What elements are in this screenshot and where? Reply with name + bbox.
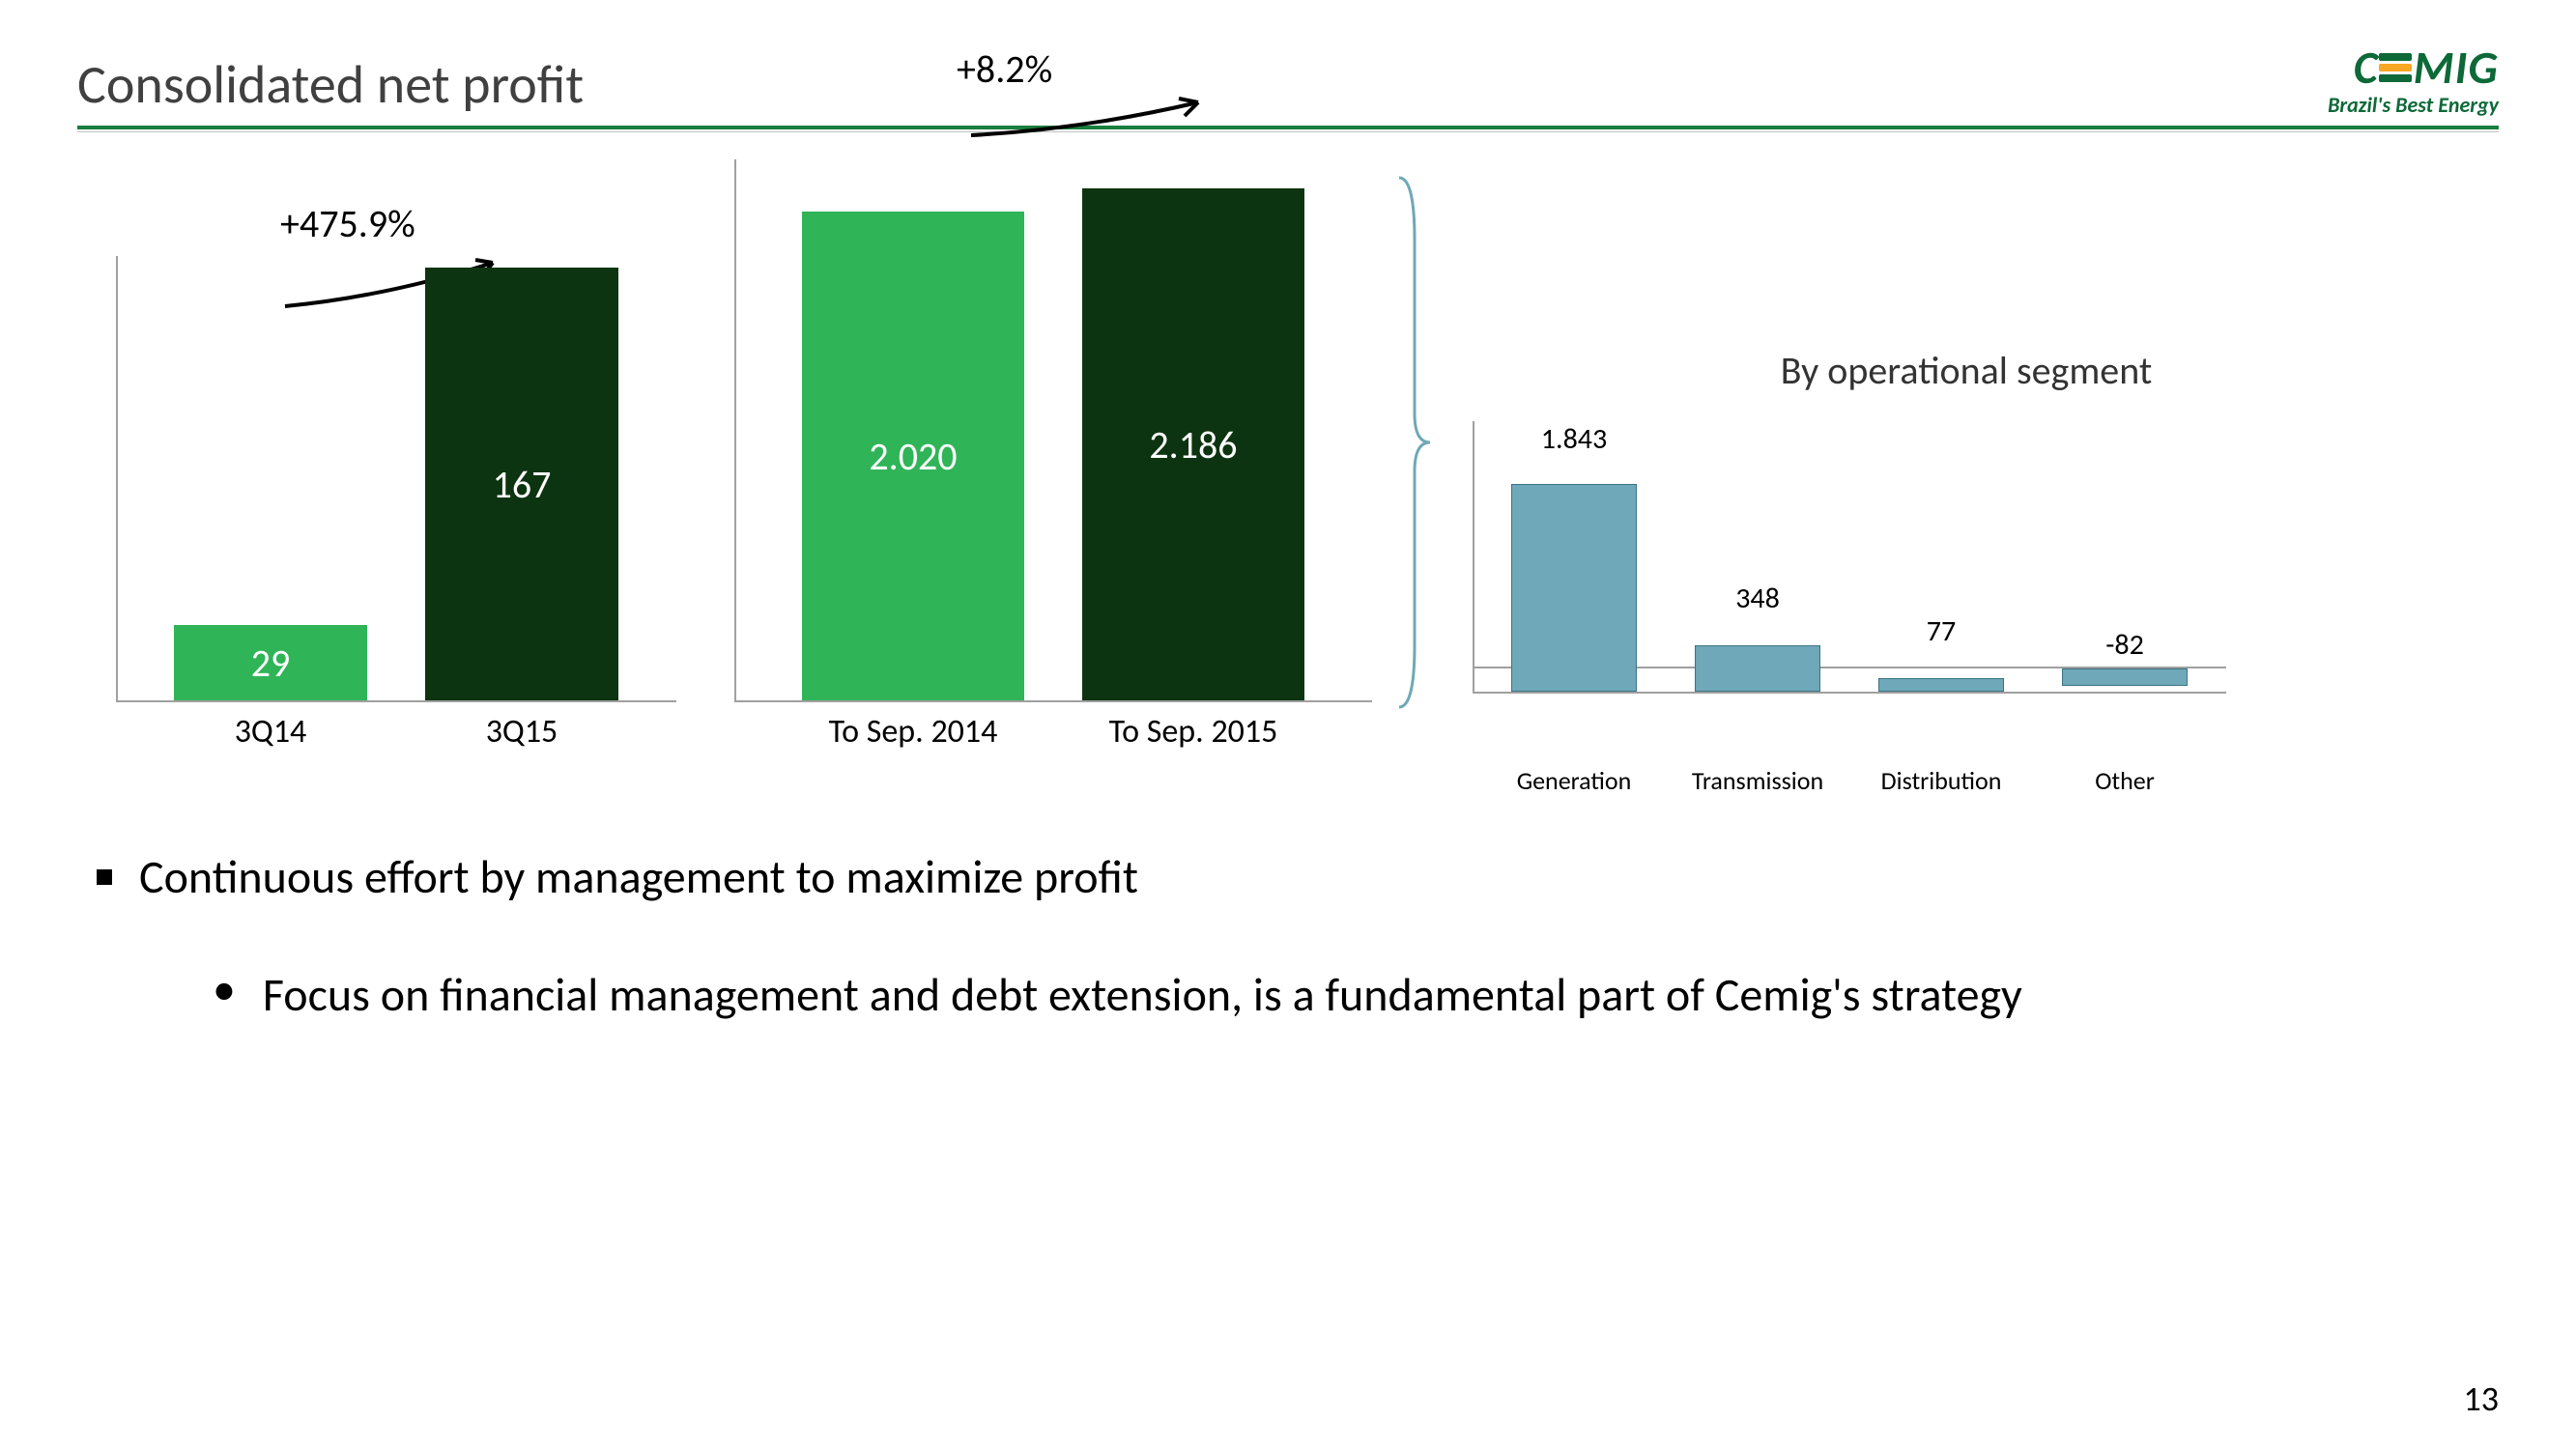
chart1-bar-0: 29	[174, 625, 367, 700]
chart-quarterly: +475.9% 29 167 3Q14 3Q15	[116, 258, 676, 752]
chart1-growth-label: +475.9%	[280, 200, 415, 247]
header-rule	[77, 126, 2499, 129]
brace-icon	[1391, 172, 1434, 713]
chart3-barshape-3	[2062, 668, 2188, 686]
logo-mig: MIG	[2414, 39, 2499, 96]
chart3-bar-2: 77Distribution	[1854, 421, 2028, 692]
chart-segment: By operational segment 1.843Generation34…	[1473, 347, 2460, 694]
chart3-value-1: 348	[1735, 581, 1780, 616]
growth-arrow-icon	[957, 89, 1227, 147]
chart3-label-3: Other	[2038, 765, 2212, 796]
logo-tagline: Brazil's Best Energy	[2328, 92, 2499, 118]
dot-bullet-icon: •	[213, 953, 236, 1025]
chart2-bar-1-value: 2.186	[1082, 188, 1304, 700]
chart3-bar-1: 348Transmission	[1671, 421, 1845, 692]
square-bullet-icon	[97, 869, 112, 885]
chart-ytd: +8.2% 2.020 2.186 To Sep. 2014 To Sep. 2…	[734, 161, 1372, 752]
chart3-label-2: Distribution	[1854, 765, 2028, 796]
logo-e-icon	[2379, 53, 2412, 82]
chart2-xlabel-1: To Sep. 2015	[1068, 712, 1319, 752]
page-number: 13	[2464, 1378, 2500, 1420]
chart3-value-2: 77	[1927, 613, 1956, 649]
chart1-xlabel-0: 3Q14	[174, 712, 367, 752]
chart2-bar-1: 2.186	[1082, 188, 1304, 700]
chart3-value-3: -82	[2105, 627, 2144, 663]
chart1-bar-1-value: 167	[425, 268, 618, 700]
chart3-bar-0: 1.843Generation	[1487, 421, 1661, 692]
chart3-barshape-2	[1878, 678, 2004, 692]
chart2-bar-0-value: 2.020	[802, 212, 1024, 700]
logo: C MIG Brazil's Best Energy	[2328, 39, 2499, 118]
chart3-title: By operational segment	[1473, 347, 2460, 394]
chart1-bar-0-value: 29	[174, 625, 367, 700]
bullet-main-text: Continuous effort by management to maxim…	[139, 848, 1138, 905]
chart2-bar-0: 2.020	[802, 212, 1024, 700]
bullet-sub-text: Focus on financial management and debt e…	[263, 953, 2022, 1037]
bullets: Continuous effort by management to maxim…	[77, 848, 2499, 1037]
chart3-value-0: 1.843	[1541, 421, 1607, 457]
logo-c: C	[2354, 39, 2379, 96]
chart3-label-1: Transmission	[1671, 765, 1845, 796]
chart2-xlabel-0: To Sep. 2014	[787, 712, 1039, 752]
header-rule-thin	[77, 131, 2499, 132]
chart1-bar-1: 167	[425, 268, 618, 700]
chart3-barshape-1	[1695, 645, 1820, 692]
chart3-bar-3: -82Other	[2038, 421, 2212, 692]
logo-text: C MIG	[2354, 39, 2499, 96]
chart3-barshape-0	[1511, 484, 1637, 692]
chart1-xlabel-1: 3Q15	[425, 712, 618, 752]
bullet-main: Continuous effort by management to maxim…	[97, 848, 2479, 905]
page-title: Consolidated net profit	[77, 52, 584, 118]
chart2-growth-label: +8.2%	[957, 45, 1052, 93]
bullet-sub: • Focus on financial management and debt…	[213, 953, 2479, 1037]
chart3-label-0: Generation	[1487, 765, 1661, 796]
